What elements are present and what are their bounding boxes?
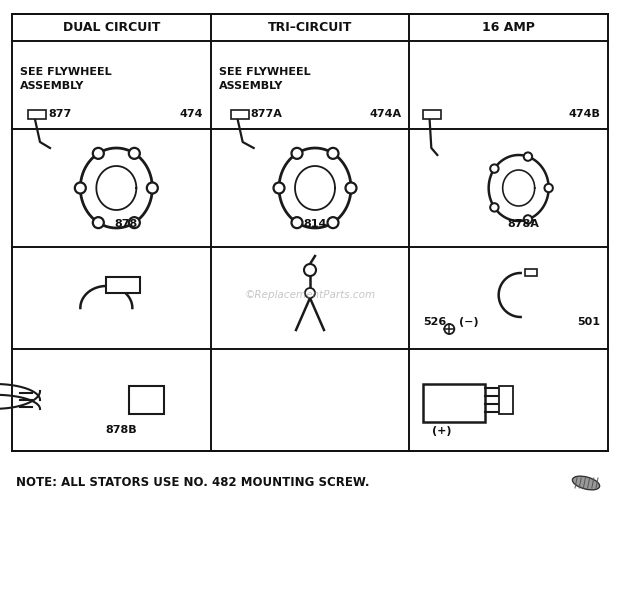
Text: 526: 526 xyxy=(423,317,446,327)
Text: 474B: 474B xyxy=(568,109,600,119)
Circle shape xyxy=(305,288,315,298)
Text: DUAL CIRCUIT: DUAL CIRCUIT xyxy=(63,21,160,34)
Text: (+): (+) xyxy=(432,426,451,436)
Text: SEE FLYWHEEL
ASSEMBLY: SEE FLYWHEEL ASSEMBLY xyxy=(219,67,310,91)
FancyBboxPatch shape xyxy=(28,110,46,119)
Circle shape xyxy=(490,165,498,173)
Text: SEE FLYWHEEL
ASSEMBLY: SEE FLYWHEEL ASSEMBLY xyxy=(20,67,112,91)
Text: 877A: 877A xyxy=(250,109,283,119)
Circle shape xyxy=(304,264,316,276)
Text: ©ReplacementParts.com: ©ReplacementParts.com xyxy=(244,290,376,300)
Text: 16 AMP: 16 AMP xyxy=(482,21,535,34)
Circle shape xyxy=(345,182,356,194)
FancyBboxPatch shape xyxy=(423,110,441,119)
Circle shape xyxy=(327,217,339,228)
Circle shape xyxy=(524,152,532,161)
Text: 814: 814 xyxy=(303,219,327,229)
Text: 878B: 878B xyxy=(105,425,137,435)
Text: 474: 474 xyxy=(179,109,203,119)
Circle shape xyxy=(490,203,498,211)
Text: 878A: 878A xyxy=(508,219,539,229)
Circle shape xyxy=(544,184,553,192)
Circle shape xyxy=(273,182,285,194)
Text: 474A: 474A xyxy=(369,109,401,119)
FancyBboxPatch shape xyxy=(499,386,513,414)
Text: NOTE: ALL STATORS USE NO. 482 MOUNTING SCREW.: NOTE: ALL STATORS USE NO. 482 MOUNTING S… xyxy=(16,477,370,490)
FancyBboxPatch shape xyxy=(525,269,537,276)
Circle shape xyxy=(129,148,140,159)
FancyBboxPatch shape xyxy=(231,110,249,119)
Text: (−): (−) xyxy=(459,317,479,327)
Circle shape xyxy=(93,148,104,159)
Circle shape xyxy=(75,182,86,194)
Bar xyxy=(12,14,608,451)
FancyBboxPatch shape xyxy=(130,386,164,414)
FancyBboxPatch shape xyxy=(107,277,140,293)
Circle shape xyxy=(327,148,339,159)
Ellipse shape xyxy=(572,476,600,490)
Circle shape xyxy=(291,148,303,159)
Circle shape xyxy=(524,215,532,224)
Text: 878: 878 xyxy=(115,219,138,229)
Text: TRI–CIRCUIT: TRI–CIRCUIT xyxy=(268,21,352,34)
Circle shape xyxy=(291,217,303,228)
Text: 501: 501 xyxy=(577,317,600,327)
Text: 877: 877 xyxy=(48,109,71,119)
Circle shape xyxy=(129,217,140,228)
Circle shape xyxy=(445,324,454,334)
FancyBboxPatch shape xyxy=(423,384,485,422)
Circle shape xyxy=(147,182,158,194)
Circle shape xyxy=(93,217,104,228)
